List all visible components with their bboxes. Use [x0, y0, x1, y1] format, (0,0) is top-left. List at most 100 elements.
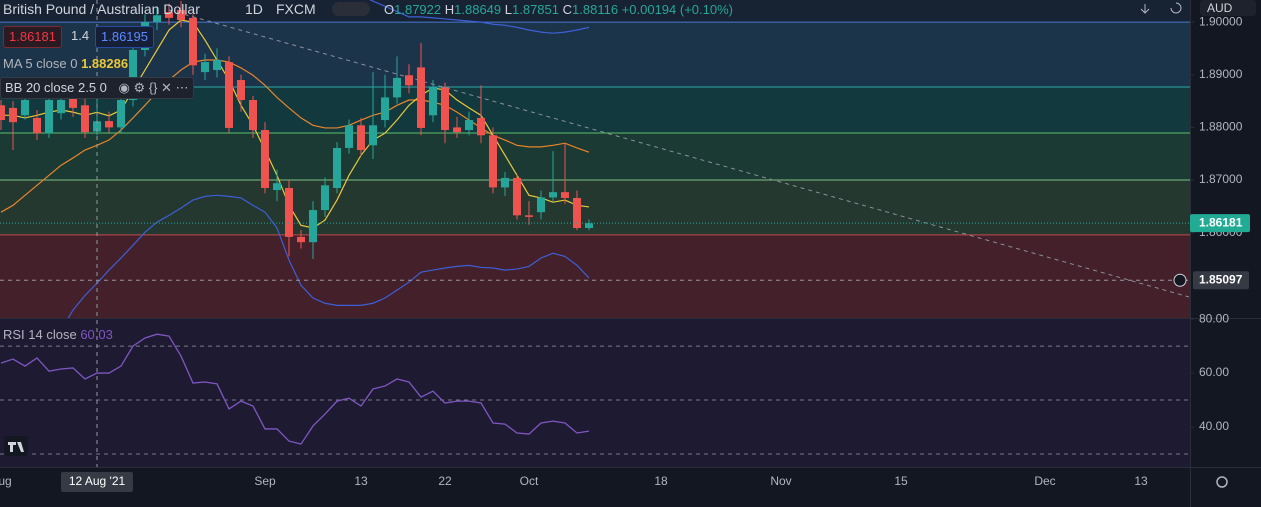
- candle-body: [57, 100, 65, 114]
- candle-body: [321, 185, 329, 211]
- candle-body: [393, 77, 401, 98]
- settings-icon[interactable]: [1216, 476, 1228, 488]
- legend-value: 1.88116: [572, 2, 619, 17]
- x-tick-label: 22: [438, 474, 452, 488]
- legend-change: +0.00194 (+0.10%): [621, 2, 733, 17]
- candle-body: [309, 210, 317, 243]
- candle-body: [93, 121, 101, 132]
- reset-icon[interactable]: [1170, 2, 1182, 14]
- buy-price[interactable]: 1.86195: [95, 26, 154, 48]
- candle-body: [429, 87, 437, 116]
- market-status[interactable]: [332, 2, 370, 16]
- level-zone: [0, 132, 1190, 181]
- rsi-name: RSI 14 close: [3, 327, 77, 342]
- candle-body: [153, 15, 161, 23]
- bb-upper: [369, 0, 590, 34]
- x-tick-label: 12 Aug '21: [69, 474, 126, 488]
- candle-body: [201, 62, 209, 73]
- last-price-box: [1190, 214, 1250, 233]
- candle-body: [573, 197, 581, 228]
- crosshair-plus: [1173, 273, 1187, 287]
- logo-mark: [8, 442, 24, 452]
- currency-box[interactable]: [1200, 0, 1256, 16]
- sell-price[interactable]: 1.86181: [3, 26, 62, 48]
- axes: 1.900001.890001.880001.870001.8600040.00…: [0, 0, 1250, 492]
- candle-body: [297, 236, 305, 243]
- y-tick-label: 1.89000: [1199, 67, 1243, 81]
- rsi-value: 60.03: [80, 327, 113, 342]
- candle-body: [237, 80, 245, 101]
- crosshair-label-box: [1193, 271, 1249, 290]
- candle-body: [9, 107, 17, 123]
- candle-body: [489, 135, 497, 188]
- trendline: [168, 9, 1190, 298]
- candle-body: [273, 183, 281, 191]
- crosshair-date-box: [61, 472, 133, 492]
- y-tick-label: 1.88000: [1199, 120, 1243, 134]
- candle-body: [537, 197, 545, 213]
- candle-body: [261, 130, 269, 188]
- candle-body: [513, 177, 521, 216]
- candle-body: [81, 105, 89, 133]
- candle-body: [21, 100, 29, 116]
- x-tick-label: 18: [654, 474, 668, 488]
- rsi-legend: RSI 14 close 60.03: [3, 326, 113, 344]
- y-tick-label: 40.00: [1199, 419, 1229, 433]
- y-tick-label: 1.87000: [1199, 172, 1243, 186]
- candle-body: [501, 177, 509, 188]
- candle-body: [453, 127, 461, 133]
- x-tick-label: 13: [354, 474, 368, 488]
- candle-body: [405, 75, 413, 86]
- bb-name: BB 20 close 2.5 0: [5, 80, 107, 95]
- logo: [4, 436, 28, 456]
- legend-label: H: [444, 2, 455, 17]
- x-tick-label: Aug: [0, 474, 12, 488]
- candle-body: [417, 67, 425, 128]
- candle-body: [213, 60, 221, 71]
- candle-body: [381, 97, 389, 121]
- level-zone: [0, 22, 1190, 88]
- candle-body: [585, 223, 593, 228]
- x-tick-label: 13: [1134, 474, 1148, 488]
- candle-body: [561, 192, 569, 198]
- level-zone: [0, 234, 1190, 318]
- source: FXCM: [276, 1, 316, 17]
- rsi-pane: [0, 319, 1190, 467]
- scroll-icon[interactable]: [1140, 4, 1150, 14]
- ma-line: [1, 19, 590, 229]
- candle-body: [33, 117, 41, 134]
- candle-body: [177, 10, 185, 21]
- x-tick-label: Nov: [770, 474, 791, 488]
- interval: 1D: [245, 1, 263, 17]
- candle-body: [189, 17, 197, 66]
- candle-body: [345, 125, 353, 148]
- ma-name: MA 5 close 0: [3, 56, 78, 71]
- candle-body: [117, 100, 125, 128]
- ohlc-legend: O1.87922 H1.88649 L1.87851 C1.88116 +0.0…: [384, 1, 733, 19]
- legend-label: C: [562, 2, 573, 17]
- y-tick-label: 1.90000: [1199, 14, 1243, 28]
- candle-body: [525, 215, 533, 217]
- currency[interactable]: AUD: [1207, 1, 1233, 15]
- spread: 1.4: [71, 28, 90, 43]
- candle-body: [225, 62, 233, 128]
- candle-body: [129, 50, 137, 101]
- candle-body: [249, 100, 257, 131]
- crosshair-price: 1.85097: [1199, 272, 1243, 286]
- level-zone: [0, 87, 1190, 133]
- candle-body: [369, 125, 377, 146]
- candle-body: [477, 117, 485, 136]
- candle-body: [0, 105, 5, 121]
- bb-basis: [0, 59, 590, 213]
- bb-legend[interactable]: BB 20 close 2.5 0 ◉ ⚙ {} ✕ ⋯: [0, 77, 194, 99]
- x-tick-label: Oct: [520, 474, 539, 488]
- bb-lower: [67, 194, 590, 318]
- level-zone: [0, 180, 1190, 235]
- legend-value: 1.88649: [454, 2, 502, 17]
- candle-body: [441, 87, 449, 131]
- last-price-label: 1.86181: [1199, 215, 1243, 229]
- candle-body: [549, 192, 557, 198]
- legend-value: 1.87851: [512, 2, 559, 17]
